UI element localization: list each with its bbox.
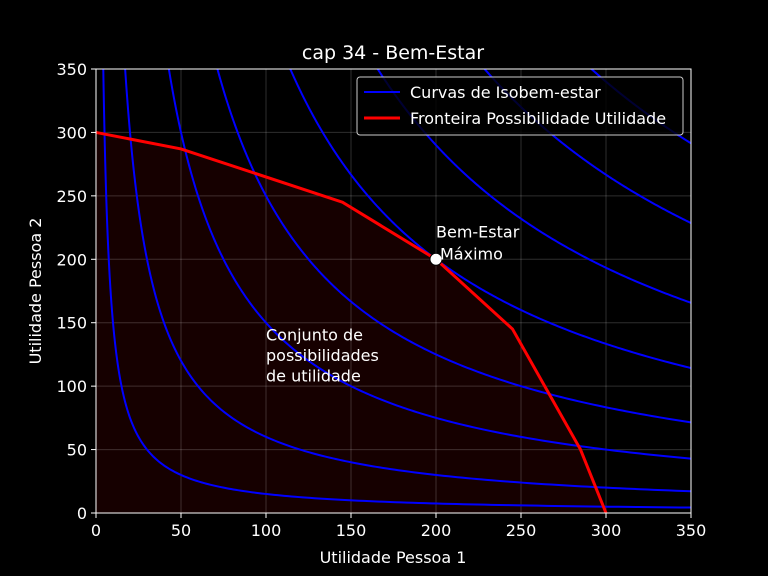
y-tick-label: 100 — [56, 377, 87, 396]
plot-area — [95, 68, 692, 514]
optimum-annotation-line1: Bem-Estar — [436, 222, 520, 241]
legend-box — [356, 76, 684, 136]
plot-frame — [95, 68, 692, 514]
isowelfare-curve — [124, 69, 691, 493]
x-tick-label: 50 — [171, 521, 191, 540]
y-tick-label: 50 — [67, 441, 87, 460]
legend-isowelfare-label: Curvas de Isobem-estar — [410, 83, 601, 102]
x-tick-label: 100 — [251, 521, 282, 540]
x-tick-label: 0 — [91, 521, 101, 540]
y-tick-label: 250 — [56, 187, 87, 206]
optimum-annotation-line2: Máximo — [440, 244, 503, 263]
y-tick-label: 0 — [77, 504, 87, 523]
y-tick-label: 350 — [56, 60, 87, 79]
x-axis-label: Utilidade Pessoa 1 — [320, 548, 467, 567]
chart-title: cap 34 - Bem-Estar — [302, 42, 484, 64]
y-tick-label: 300 — [56, 123, 87, 142]
optimum-point — [429, 252, 443, 266]
region-annotation-line1: Conjunto de — [266, 325, 363, 344]
x-axis-ticks: 0 50 100 150 200 250 300 350 — [91, 513, 706, 540]
x-tick-label: 350 — [676, 521, 707, 540]
isowelfare-curve — [167, 69, 691, 460]
optimum-annotation: Bem-Estar Máximo — [436, 222, 524, 263]
isowelfare-curve — [102, 69, 691, 509]
legend: Curvas de Isobem-estar Fronteira Possibi… — [356, 76, 684, 136]
legend-frontier-label: Fronteira Possibilidade Utilidade — [410, 109, 666, 128]
y-axis-label: Utilidade Pessoa 2 — [26, 218, 45, 365]
utility-possibility-region — [96, 132, 606, 513]
y-tick-label: 200 — [56, 250, 87, 269]
region-annotation: Conjunto de possibilidades de utilidade — [266, 325, 384, 385]
y-tick-label: 150 — [56, 314, 87, 333]
x-tick-label: 200 — [421, 521, 452, 540]
x-tick-label: 250 — [506, 521, 537, 540]
x-tick-label: 150 — [336, 521, 367, 540]
region-annotation-line3: de utilidade — [266, 366, 361, 385]
region-annotation-line2: possibilidades — [266, 346, 379, 365]
y-axis-ticks: 0 50 100 150 200 250 300 350 — [56, 60, 96, 523]
x-tick-label: 300 — [591, 521, 622, 540]
